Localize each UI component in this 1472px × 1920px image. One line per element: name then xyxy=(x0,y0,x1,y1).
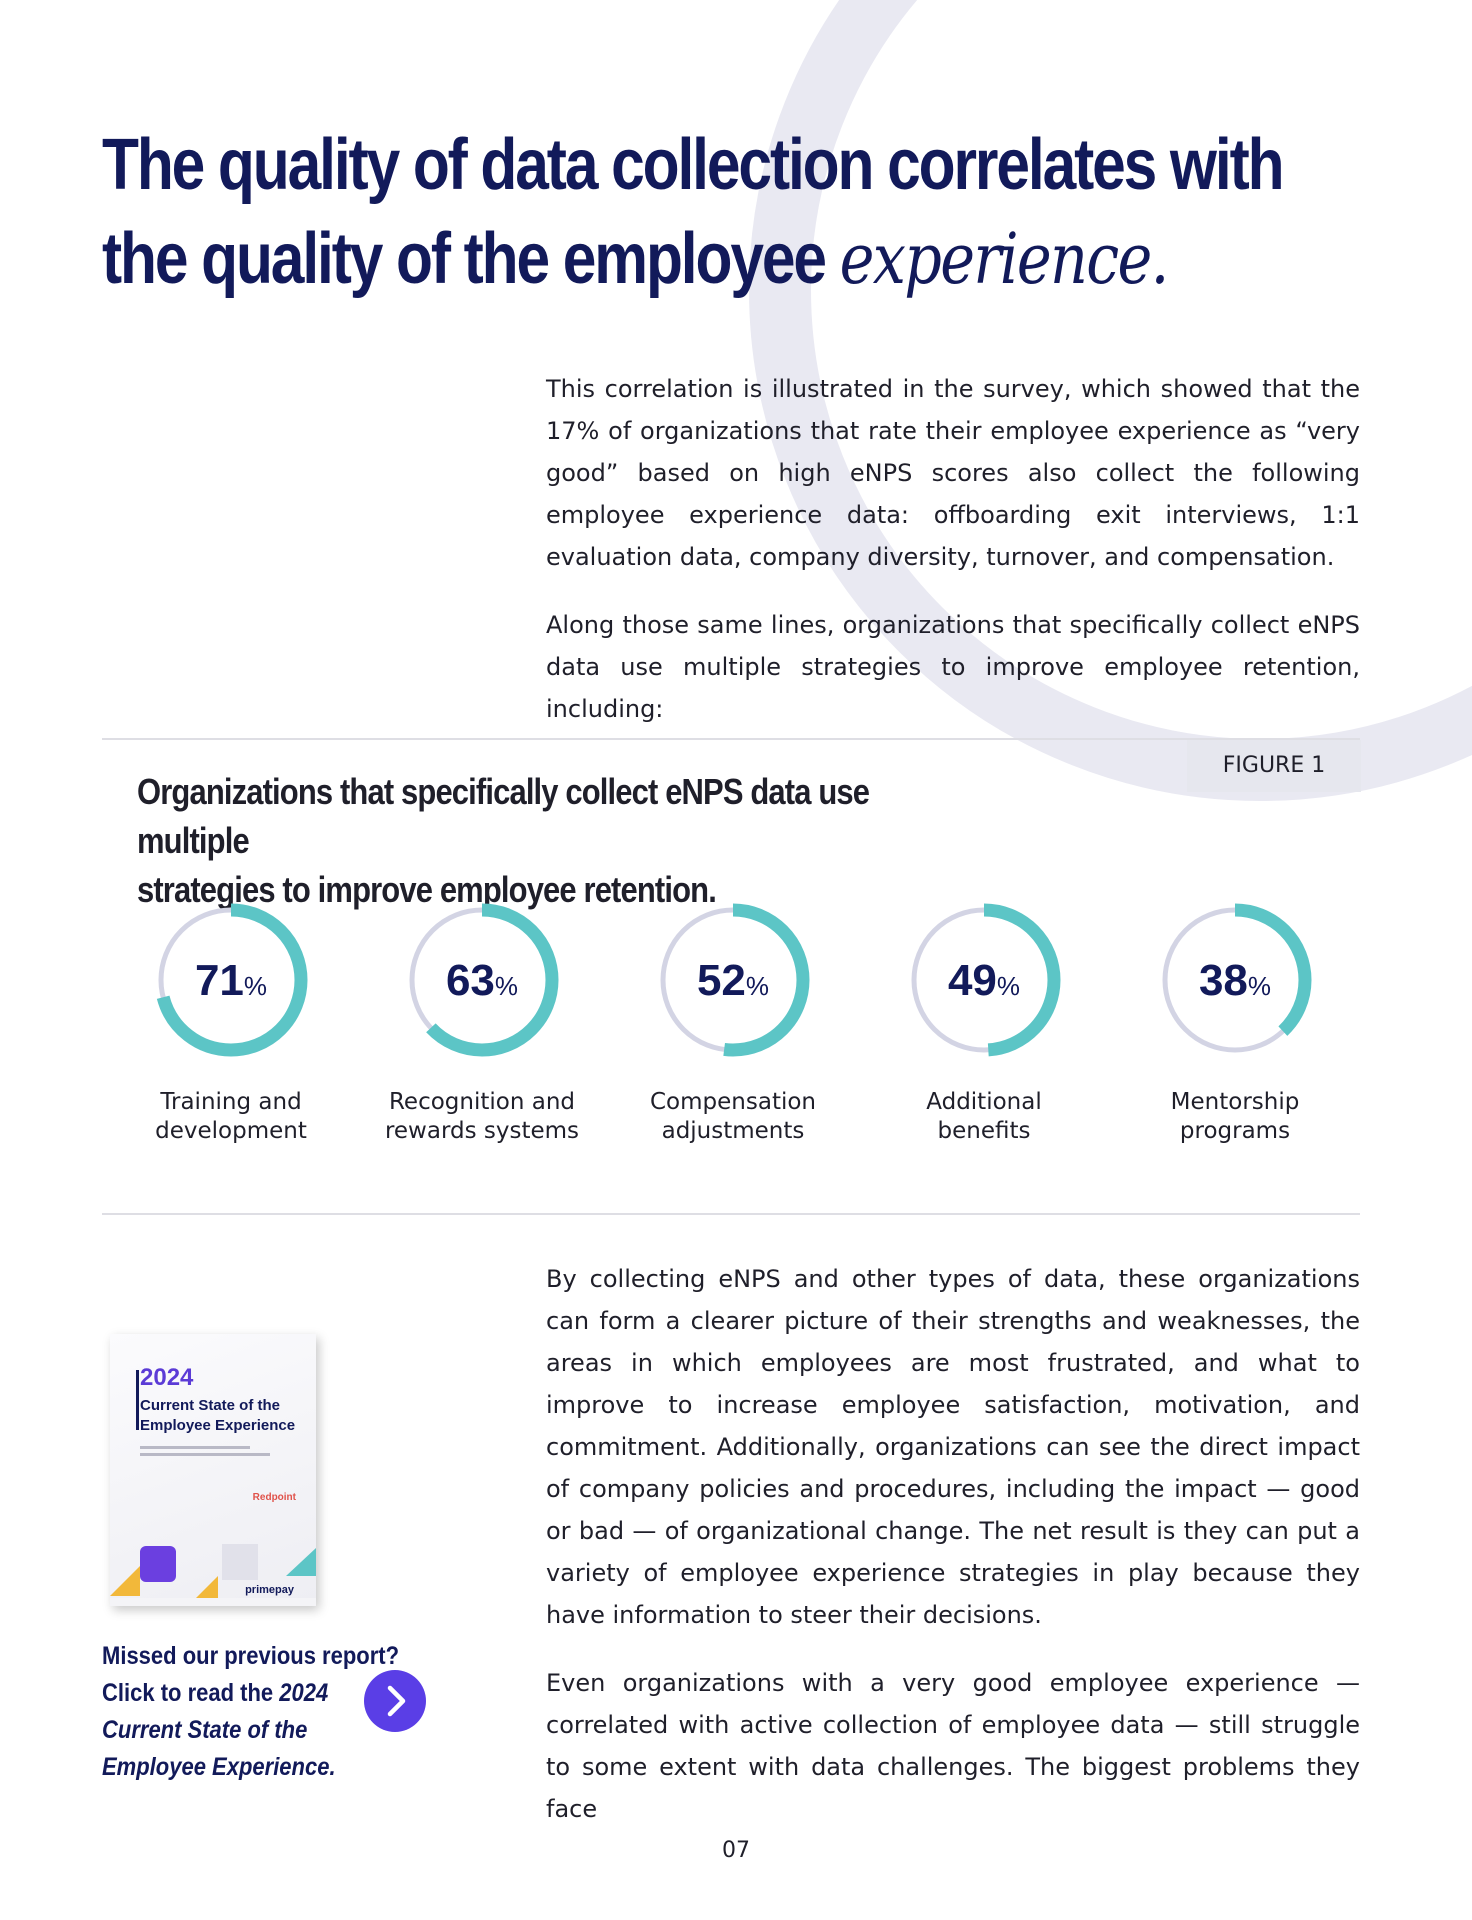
donut-label-line-2: benefits xyxy=(937,1118,1031,1144)
donut-item: 71% Training and development xyxy=(111,900,351,1146)
donut-arc xyxy=(656,903,810,1057)
donut-category-label: Recognition and rewards systems xyxy=(362,1088,602,1146)
donut-arc xyxy=(1158,903,1312,1057)
figure-title-line-2: strategies to improve employee retention… xyxy=(137,869,717,910)
previous-report-cta-text[interactable]: Missed our previous report? Click to rea… xyxy=(102,1638,401,1786)
chevron-right-icon xyxy=(387,1685,406,1717)
donut-value-label: 49% xyxy=(948,956,1020,1005)
intro-section: This correlation is illustrated in the s… xyxy=(546,368,1360,730)
figure-top-divider xyxy=(102,738,1360,740)
main-section: By collecting eNPS and other types of da… xyxy=(546,1258,1360,1830)
donut-arc xyxy=(154,903,308,1057)
donut-label-line-1: Training and xyxy=(160,1089,302,1115)
donut-value-label: 71% xyxy=(195,956,267,1005)
figure-bottom-divider xyxy=(102,1213,1360,1215)
figure-title-line-1: Organizations that specifically collect … xyxy=(137,771,870,861)
donut-ring: 52% xyxy=(656,903,810,1057)
donut-ring: 71% xyxy=(154,903,308,1057)
donut-item: 63% Recognition and rewards systems xyxy=(362,900,602,1146)
main-paragraph-2: Even organizations with a very good empl… xyxy=(546,1669,1360,1823)
donut-category-label: Additional benefits xyxy=(864,1088,1104,1146)
donut-label-line-2: programs xyxy=(1179,1118,1291,1144)
cover-title: Current State of the Employee Experience xyxy=(140,1397,296,1434)
headline-line-2-text: the quality of the employee xyxy=(102,219,840,299)
donut-label-line-1: Additional xyxy=(926,1089,1042,1115)
donut-item: 38% Mentorship programs xyxy=(1115,900,1355,1146)
donut-label-line-1: Mentorship xyxy=(1170,1089,1300,1115)
donut-label-line-1: Compensation xyxy=(650,1089,816,1115)
donut-ring: 38% xyxy=(1158,903,1312,1057)
donut-category-label: Mentorship programs xyxy=(1115,1088,1355,1146)
donut-value-label: 63% xyxy=(446,956,518,1005)
headline-line-2: the quality of the employee experience. xyxy=(102,212,1177,306)
page-headline: The quality of data collection correlate… xyxy=(102,118,1285,306)
cover-geometric-art xyxy=(110,1544,316,1606)
donut-label-line-2: rewards systems xyxy=(384,1118,580,1144)
donut-category-label: Compensation adjustments xyxy=(613,1088,853,1146)
donut-chart-row: 71% Training and development 63% Recognition… xyxy=(0,900,1472,1160)
donut-arc xyxy=(907,903,1061,1057)
donut-value-label: 52% xyxy=(697,956,769,1005)
intro-paragraph-2: Along those same lines, organizations th… xyxy=(546,611,1360,723)
donut-label-line-1: Recognition and xyxy=(388,1089,576,1115)
page-number: 07 xyxy=(722,1838,750,1863)
donut-arc xyxy=(405,903,559,1057)
figure-title: Organizations that specifically collect … xyxy=(137,767,963,914)
read-report-button[interactable] xyxy=(364,1670,426,1732)
donut-ring: 49% xyxy=(907,903,1061,1057)
main-paragraph-1: By collecting eNPS and other types of da… xyxy=(546,1265,1360,1629)
cta-text-plain: Missed our previous report? Click to rea… xyxy=(102,1642,400,1707)
donut-value-label: 38% xyxy=(1199,956,1271,1005)
donut-item: 49% Additional benefits xyxy=(864,900,1104,1146)
donut-category-label: Training and development xyxy=(111,1088,351,1146)
cover-accent-bar xyxy=(136,1370,139,1430)
donut-ring: 63% xyxy=(405,903,559,1057)
cover-brand-logo: primepay xyxy=(245,1584,294,1596)
headline-accent-word: experience. xyxy=(839,218,1170,300)
donut-label-line-2: development xyxy=(155,1118,307,1144)
cta-report-title: 2024 Current State of the Employee Exper… xyxy=(102,1679,336,1781)
intro-paragraph-1: This correlation is illustrated in the s… xyxy=(546,375,1360,571)
donut-item: 52% Compensation adjustments xyxy=(613,900,853,1146)
headline-line-1: The quality of data collection correlate… xyxy=(102,125,1285,205)
cover-subtitle-lines xyxy=(140,1446,270,1464)
cover-year: 2024 xyxy=(140,1364,194,1391)
cover-partner-logo: Redpoint xyxy=(252,1492,296,1503)
figure-tag: FIGURE 1 xyxy=(1187,740,1361,792)
donut-label-line-2: adjustments xyxy=(661,1118,805,1144)
report-cover-thumbnail[interactable]: 2024 Current State of the Employee Exper… xyxy=(110,1334,316,1606)
